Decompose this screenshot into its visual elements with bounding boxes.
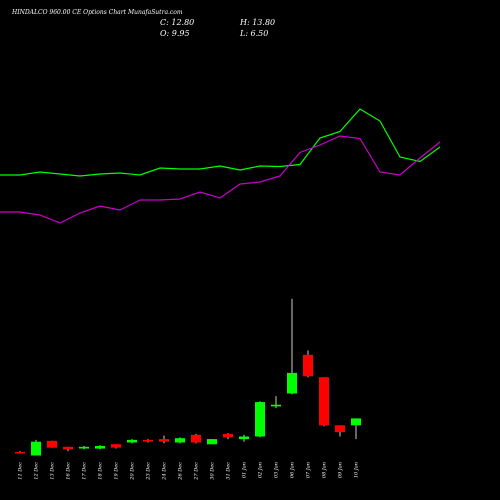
candle	[351, 418, 361, 440]
x-tick-label: 11 Dec	[18, 462, 24, 480]
candle-body	[303, 354, 313, 377]
candle-body	[111, 444, 121, 448]
candle-body	[319, 377, 329, 426]
x-tick-label: 19 Dec	[114, 462, 120, 480]
candle	[239, 434, 249, 442]
candle	[111, 444, 121, 449]
candle-body	[351, 418, 361, 426]
x-tick-label: 10 Jan	[354, 462, 360, 478]
x-tick-label: 12 Dec	[34, 462, 40, 480]
candle	[143, 439, 153, 443]
x-tick-label: 03 Jan	[274, 462, 280, 478]
candle	[319, 377, 329, 427]
candle	[159, 435, 169, 444]
candle-body	[15, 452, 25, 454]
candle	[223, 433, 233, 440]
x-tick-label: 31 Dec	[226, 462, 232, 480]
candle-body	[287, 372, 297, 394]
indicator-lines	[0, 108, 441, 224]
candle-body	[335, 425, 345, 433]
x-tick-label: 01 Jan	[242, 462, 248, 478]
x-tick-label: 17 Dec	[82, 462, 88, 480]
x-tick-label: 23 Dec	[146, 462, 152, 481]
chart-title: HINDALCO 960.00 CE Options Chart MunafaS…	[11, 9, 183, 16]
candle-body	[95, 446, 105, 449]
candle-body	[239, 436, 249, 440]
x-tick-label: 27 Dec	[194, 462, 200, 481]
x-tick-label: 24 Dec	[162, 462, 168, 481]
high-readout: H: 13.80	[239, 18, 275, 27]
candle	[175, 437, 185, 444]
candle	[191, 433, 201, 444]
candle-body	[47, 440, 57, 448]
candle-body	[255, 402, 265, 437]
low-readout: L: 6.50	[239, 29, 268, 38]
candle-body	[79, 446, 89, 449]
candle-body	[143, 439, 153, 442]
candle	[271, 396, 281, 409]
x-tick-label: 07 Jan	[306, 462, 312, 478]
candle	[47, 440, 57, 448]
candle-body	[223, 433, 233, 438]
candle	[303, 350, 313, 378]
candle	[255, 401, 265, 438]
candle	[287, 298, 297, 395]
x-tick-label: 06 Jan	[290, 462, 296, 478]
x-tick-label: 30 Dec	[210, 462, 216, 480]
indicator-line-2	[0, 135, 441, 224]
candle	[79, 446, 89, 450]
candle-body	[207, 439, 217, 445]
x-tick-label: 26 Dec	[178, 462, 184, 481]
x-tick-label: 20 Dec	[130, 462, 136, 481]
x-tick-label: 08 Jan	[322, 462, 328, 478]
candle-body	[31, 441, 41, 456]
candle-body	[127, 439, 137, 443]
x-tick-label: 16 Dec	[66, 462, 72, 480]
candle-body	[191, 434, 201, 443]
x-axis-labels: 11 Dec 12 Dec 13 Dec 16 Dec 17 Dec 18 Dec 19 D…	[18, 462, 360, 481]
x-tick-label: 02 Jan	[258, 462, 264, 478]
candles	[15, 298, 361, 456]
candle-body	[63, 446, 73, 450]
candle	[335, 425, 345, 437]
candle-body	[159, 439, 169, 442]
candle	[95, 445, 105, 450]
candle	[127, 439, 137, 444]
x-tick-label: 13 Dec	[50, 462, 56, 480]
candle	[31, 439, 41, 456]
candle	[15, 451, 25, 454]
close-readout: C: 12.80	[160, 18, 194, 27]
candle	[63, 446, 73, 452]
candle-body	[175, 438, 185, 443]
candle	[207, 439, 217, 445]
x-tick-label: 09 Jan	[338, 462, 344, 478]
open-readout: O: 9.95	[160, 29, 190, 38]
x-tick-label: 18 Dec	[98, 462, 104, 480]
indicator-line-1	[0, 108, 441, 177]
candle-body	[271, 404, 281, 407]
